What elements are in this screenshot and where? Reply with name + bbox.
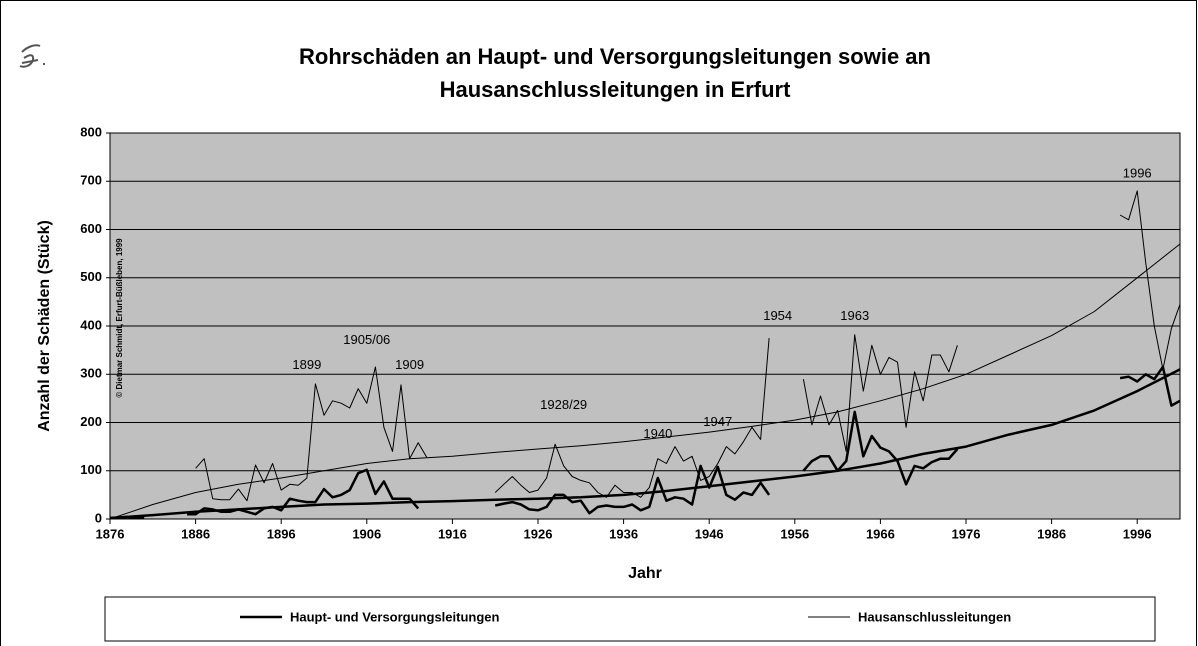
annotation: 1905/06 — [343, 332, 390, 347]
legend — [104, 596, 1156, 642]
x-tick-label: 1986 — [1037, 526, 1066, 541]
annotation: 1940 — [643, 426, 672, 441]
annotation: 1963 — [840, 308, 869, 323]
data-line — [195, 190, 1181, 502]
y-tick-label: 200 — [80, 414, 102, 429]
x-tick-label: 1906 — [352, 526, 381, 541]
logo — [19, 44, 45, 68]
chart-title: Hausanschlussleitungen in Erfurt — [440, 77, 792, 102]
y-tick-label: 400 — [80, 317, 102, 332]
y-tick-label: 300 — [80, 366, 102, 381]
x-axis-label: Jahr — [628, 565, 662, 582]
annotation: 1947 — [703, 414, 732, 429]
legend-label: Haupt- und Versorgungsleitungen — [290, 609, 500, 624]
y-tick-label: 700 — [80, 173, 102, 188]
x-tick-label: 1886 — [181, 526, 210, 541]
trend-line — [109, 243, 1181, 520]
annotation: 1996 — [1123, 165, 1152, 180]
x-tick-label: 1926 — [524, 526, 553, 541]
y-tick-label: 600 — [80, 221, 102, 236]
annotation: 1928/29 — [540, 397, 587, 412]
x-tick-label: 1956 — [780, 526, 809, 541]
x-tick-label: 1966 — [866, 526, 895, 541]
x-tick-label: 1916 — [438, 526, 467, 541]
x-tick-label: 1996 — [1123, 526, 1152, 541]
y-axis-label: Anzahl der Schäden (Stück) — [36, 220, 53, 432]
x-tick-label: 1896 — [267, 526, 296, 541]
y-tick-label: 500 — [80, 269, 102, 284]
annotation: 1899 — [292, 357, 321, 372]
x-tick-label: 1976 — [952, 526, 981, 541]
legend-label: Hausanschlussleitungen — [858, 609, 1011, 624]
data-line — [109, 365, 1181, 520]
annotation: 1909 — [395, 357, 424, 372]
x-tick-label: 1876 — [96, 526, 125, 541]
copyright: © Dietmar Schmidt, Erfurt-Büßleben, 1999 — [115, 238, 124, 398]
y-tick-label: 0 — [95, 510, 102, 525]
x-tick-label: 1946 — [695, 526, 724, 541]
y-tick-label: 800 — [80, 124, 102, 139]
annotation: 1954 — [763, 308, 792, 323]
chart-title: Rohrschäden an Haupt- und Versorgungslei… — [299, 44, 931, 69]
y-tick-label: 100 — [80, 462, 102, 477]
x-tick-label: 1936 — [609, 526, 638, 541]
